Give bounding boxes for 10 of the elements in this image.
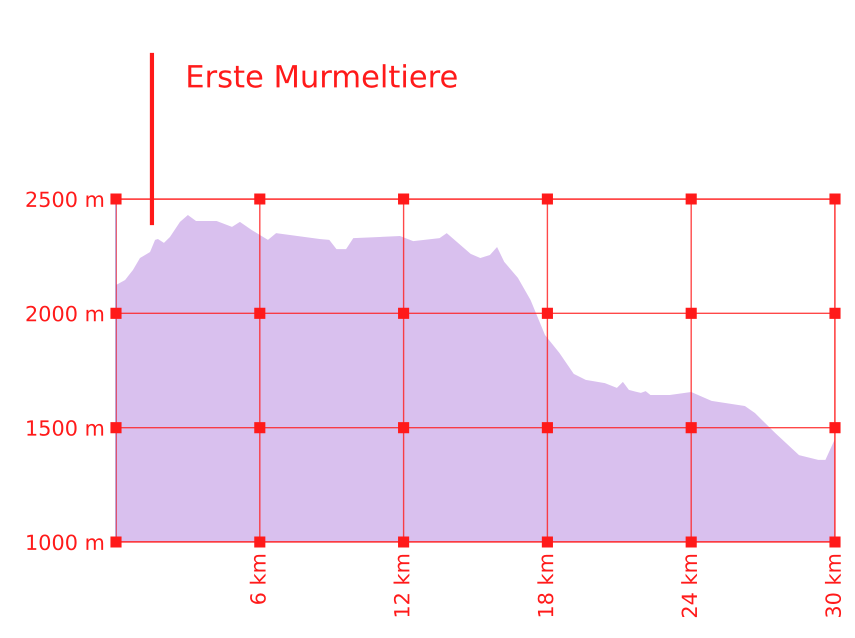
- y-tick-label: 1500 m: [27, 420, 104, 436]
- x-tick-label: 12 km: [394, 554, 410, 616]
- x-tick-label: 6 km: [250, 554, 266, 604]
- x-tick-label: 24 km: [681, 554, 697, 618]
- x-tick-label: 18 km: [537, 554, 554, 616]
- y-tick-label: 1000 m: [27, 534, 104, 550]
- ref-line-label: Erste Murmeltiere: [188, 64, 457, 88]
- y-tick-label: 2500 m: [26, 191, 104, 208]
- y-tick-label: 2000 m: [26, 306, 104, 322]
- x-tick-label: 30 km: [824, 554, 842, 618]
